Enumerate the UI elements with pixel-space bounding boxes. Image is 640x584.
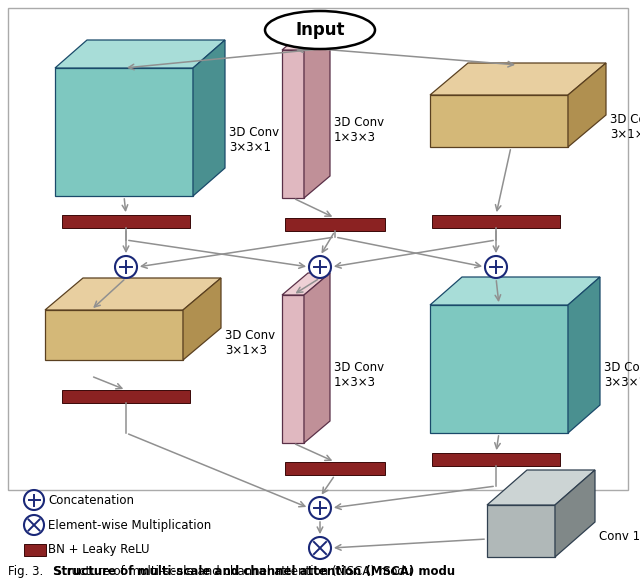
Polygon shape (285, 218, 385, 231)
Polygon shape (568, 277, 600, 433)
Circle shape (115, 256, 137, 278)
Text: 3D Conv
3×3×1: 3D Conv 3×3×1 (604, 361, 640, 389)
Polygon shape (487, 505, 555, 557)
Circle shape (309, 537, 331, 559)
Polygon shape (62, 390, 190, 403)
Text: Element-wise Multiplication: Element-wise Multiplication (48, 519, 211, 531)
Polygon shape (282, 50, 304, 198)
Polygon shape (432, 453, 560, 466)
Polygon shape (555, 470, 595, 557)
Polygon shape (282, 273, 330, 295)
Polygon shape (282, 295, 304, 443)
Polygon shape (430, 95, 568, 147)
Polygon shape (282, 28, 330, 50)
Polygon shape (45, 278, 221, 310)
Circle shape (24, 490, 44, 510)
Text: 3D Conv
1×3×3: 3D Conv 1×3×3 (334, 361, 384, 389)
Polygon shape (55, 68, 193, 196)
Polygon shape (487, 470, 595, 505)
Polygon shape (193, 40, 225, 196)
Polygon shape (432, 215, 560, 228)
Polygon shape (24, 544, 46, 556)
Text: 3D Conv
3×1×3: 3D Conv 3×1×3 (225, 329, 275, 357)
Text: Conv 1×1×1: Conv 1×1×1 (599, 530, 640, 544)
Polygon shape (45, 310, 183, 360)
Polygon shape (304, 273, 330, 443)
Circle shape (485, 256, 507, 278)
Text: 3D Conv
1×3×3: 3D Conv 1×3×3 (334, 116, 384, 144)
Circle shape (309, 497, 331, 519)
Polygon shape (62, 215, 190, 228)
Polygon shape (430, 305, 568, 433)
Polygon shape (285, 462, 385, 475)
Text: Input: Input (295, 21, 345, 39)
Polygon shape (55, 40, 225, 68)
Polygon shape (568, 63, 606, 147)
Text: 3D Conv
3×1×3: 3D Conv 3×1×3 (610, 113, 640, 141)
Ellipse shape (265, 11, 375, 49)
Circle shape (24, 515, 44, 535)
Polygon shape (430, 277, 600, 305)
Text: Concatenation: Concatenation (48, 493, 134, 506)
Polygon shape (183, 278, 221, 360)
Text: Structure of multi-scale and channel attention (MSCA) modu: Structure of multi-scale and channel att… (53, 565, 455, 579)
Circle shape (309, 256, 331, 278)
Text: 3D Conv
3×3×1: 3D Conv 3×3×1 (229, 126, 279, 154)
Polygon shape (430, 63, 606, 95)
Text: Fig. 3.   Structure of multi-scale and channel attention (MSCA) modu: Fig. 3. Structure of multi-scale and cha… (8, 565, 412, 579)
Text: BN + Leaky ReLU: BN + Leaky ReLU (48, 544, 150, 557)
Polygon shape (304, 28, 330, 198)
